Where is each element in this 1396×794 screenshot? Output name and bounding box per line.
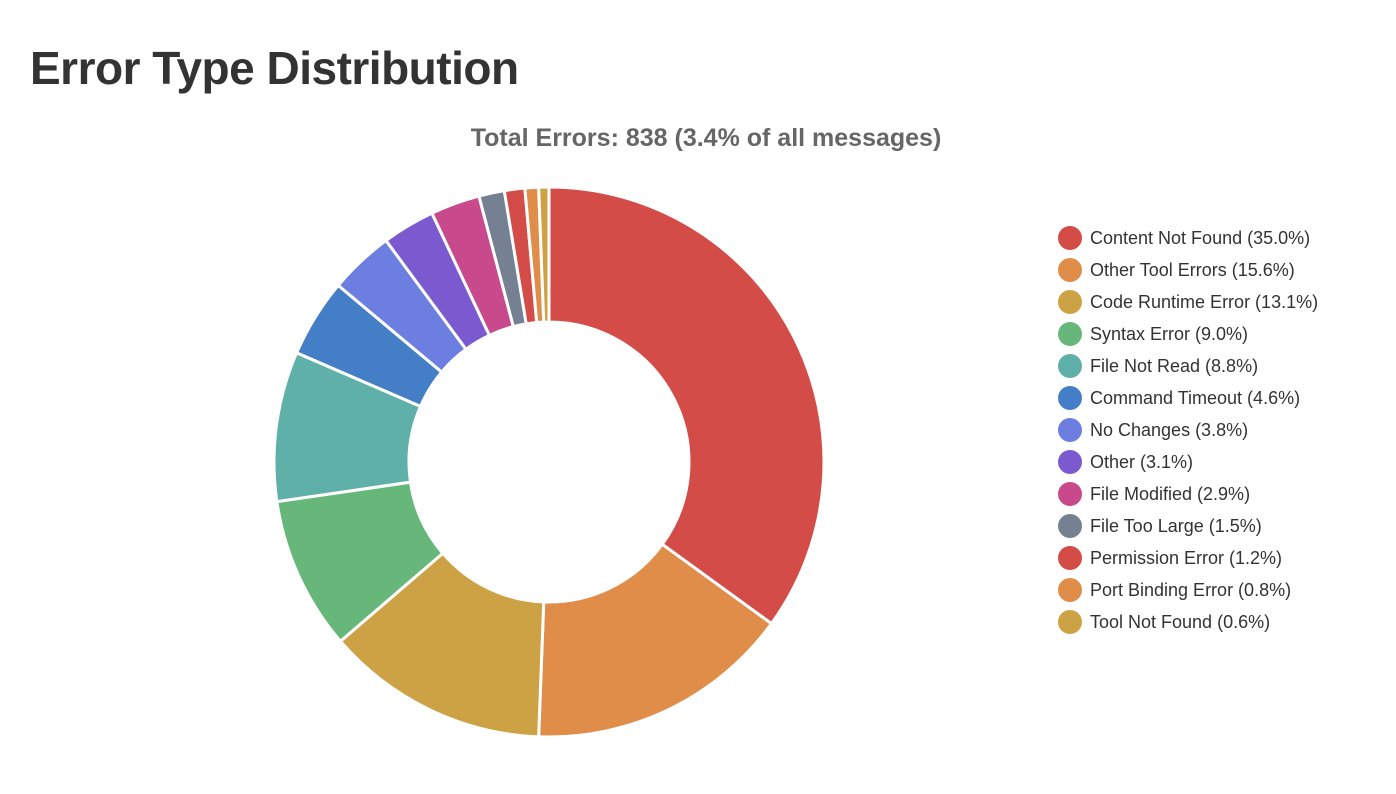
legend-label: No Changes (3.8%) [1090, 420, 1248, 440]
legend-swatch [1058, 258, 1082, 282]
legend-label: File Modified (2.9%) [1090, 484, 1250, 504]
slice-tool-not-found[interactable] [537, 185, 551, 324]
legend-item-no-changes[interactable]: No Changes (3.8%) [1058, 418, 1248, 442]
legend-swatch [1058, 578, 1082, 602]
legend-item-syntax-error[interactable]: Syntax Error (9.0%) [1058, 322, 1248, 346]
legend-label: File Not Read (8.8%) [1090, 356, 1258, 376]
legend-item-tool-not-found[interactable]: Tool Not Found (0.6%) [1058, 610, 1270, 634]
legend-label: Command Timeout (4.6%) [1090, 388, 1300, 408]
legend-swatch [1058, 418, 1082, 442]
legend-label: Tool Not Found (0.6%) [1090, 612, 1270, 632]
chart-subtitle: Total Errors: 838 (3.4% of all messages) [471, 124, 942, 152]
legend-swatch [1058, 546, 1082, 570]
slice-other-tool-errors[interactable] [537, 542, 774, 739]
slice-content-not-found[interactable] [547, 185, 826, 626]
legend-label: Content Not Found (35.0%) [1090, 228, 1310, 248]
legend-label: File Too Large (1.5%) [1090, 516, 1262, 536]
page-title: Error Type Distribution [30, 42, 519, 94]
legend-label: Other Tool Errors (15.6%) [1090, 260, 1295, 280]
legend-swatch [1058, 386, 1082, 410]
legend-label: Syntax Error (9.0%) [1090, 324, 1248, 344]
legend-swatch [1058, 226, 1082, 250]
legend-swatch [1058, 450, 1082, 474]
legend-item-content-not-found[interactable]: Content Not Found (35.0%) [1058, 226, 1310, 250]
legend-label: Other (3.1%) [1090, 452, 1193, 472]
legend-label: Permission Error (1.2%) [1090, 548, 1282, 568]
legend-swatch [1058, 322, 1082, 346]
legend-item-permission-error[interactable]: Permission Error (1.2%) [1058, 546, 1282, 570]
legend-swatch [1058, 290, 1082, 314]
legend-item-other-tool-errors[interactable]: Other Tool Errors (15.6%) [1058, 258, 1295, 282]
legend-swatch [1058, 482, 1082, 506]
legend-item-command-timeout[interactable]: Command Timeout (4.6%) [1058, 386, 1300, 410]
slices-group [272, 185, 826, 739]
legend-item-port-binding-error[interactable]: Port Binding Error (0.8%) [1058, 578, 1291, 602]
legend-swatch [1058, 514, 1082, 538]
legend-item-file-modified[interactable]: File Modified (2.9%) [1058, 482, 1250, 506]
legend-item-file-too-large[interactable]: File Too Large (1.5%) [1058, 514, 1262, 538]
legend-label: Port Binding Error (0.8%) [1090, 580, 1291, 600]
legend: Content Not Found (35.0%) Other Tool Erro… [1058, 226, 1318, 634]
legend-item-file-not-read[interactable]: File Not Read (8.8%) [1058, 354, 1258, 378]
legend-item-code-runtime-error[interactable]: Code Runtime Error (13.1%) [1058, 290, 1318, 314]
legend-swatch [1058, 610, 1082, 634]
legend-swatch [1058, 354, 1082, 378]
legend-label: Code Runtime Error (13.1%) [1090, 292, 1318, 312]
legend-item-other[interactable]: Other (3.1%) [1058, 450, 1193, 474]
